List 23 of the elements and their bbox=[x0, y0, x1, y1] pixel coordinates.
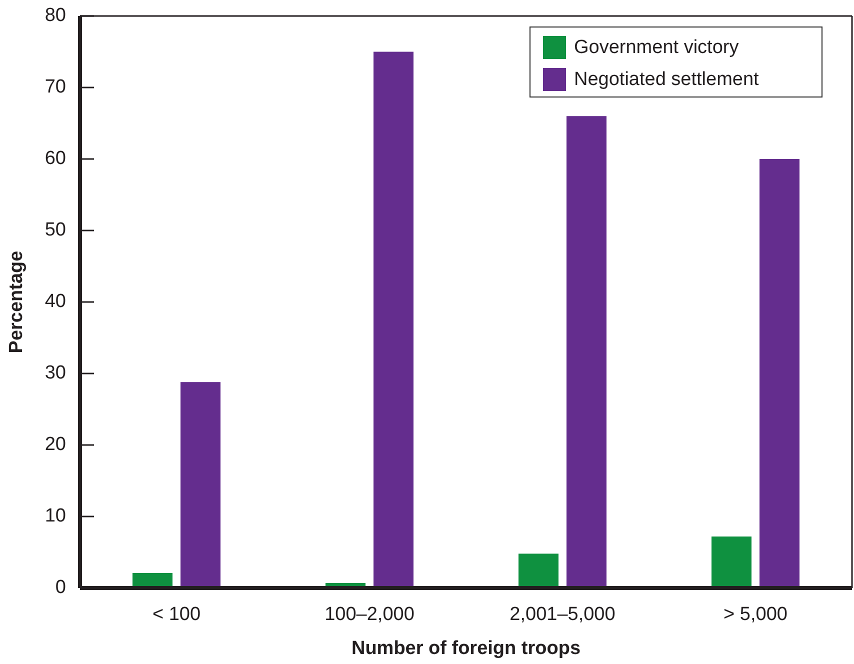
x-tick-label: 100–2,000 bbox=[324, 604, 414, 626]
bar bbox=[712, 536, 752, 588]
bar bbox=[374, 52, 414, 588]
legend-label: Government victory bbox=[574, 37, 740, 58]
y-tick-label: 60 bbox=[44, 148, 66, 170]
y-tick-label: 40 bbox=[44, 291, 66, 312]
x-tick-label: 2,001–5,000 bbox=[510, 604, 616, 626]
bar bbox=[180, 382, 220, 588]
y-tick-label: 0 bbox=[55, 577, 66, 598]
y-tick-label: 20 bbox=[44, 434, 66, 456]
bar bbox=[518, 554, 558, 588]
bar bbox=[566, 116, 606, 588]
x-axis-title: Number of foreign troops bbox=[351, 638, 581, 659]
bar bbox=[760, 159, 800, 588]
y-axis-title: Percentage bbox=[6, 250, 27, 354]
x-tick-label: > 5,000 bbox=[724, 604, 788, 626]
legend-label: Negotiated settlement bbox=[574, 69, 760, 90]
y-tick-label: 50 bbox=[44, 220, 66, 241]
y-tick-label: 80 bbox=[44, 5, 66, 26]
y-tick-label: 30 bbox=[44, 362, 66, 384]
y-tick-label: 70 bbox=[44, 76, 66, 98]
y-tick-label: 10 bbox=[44, 506, 66, 527]
x-tick-label: < 100 bbox=[152, 604, 201, 626]
